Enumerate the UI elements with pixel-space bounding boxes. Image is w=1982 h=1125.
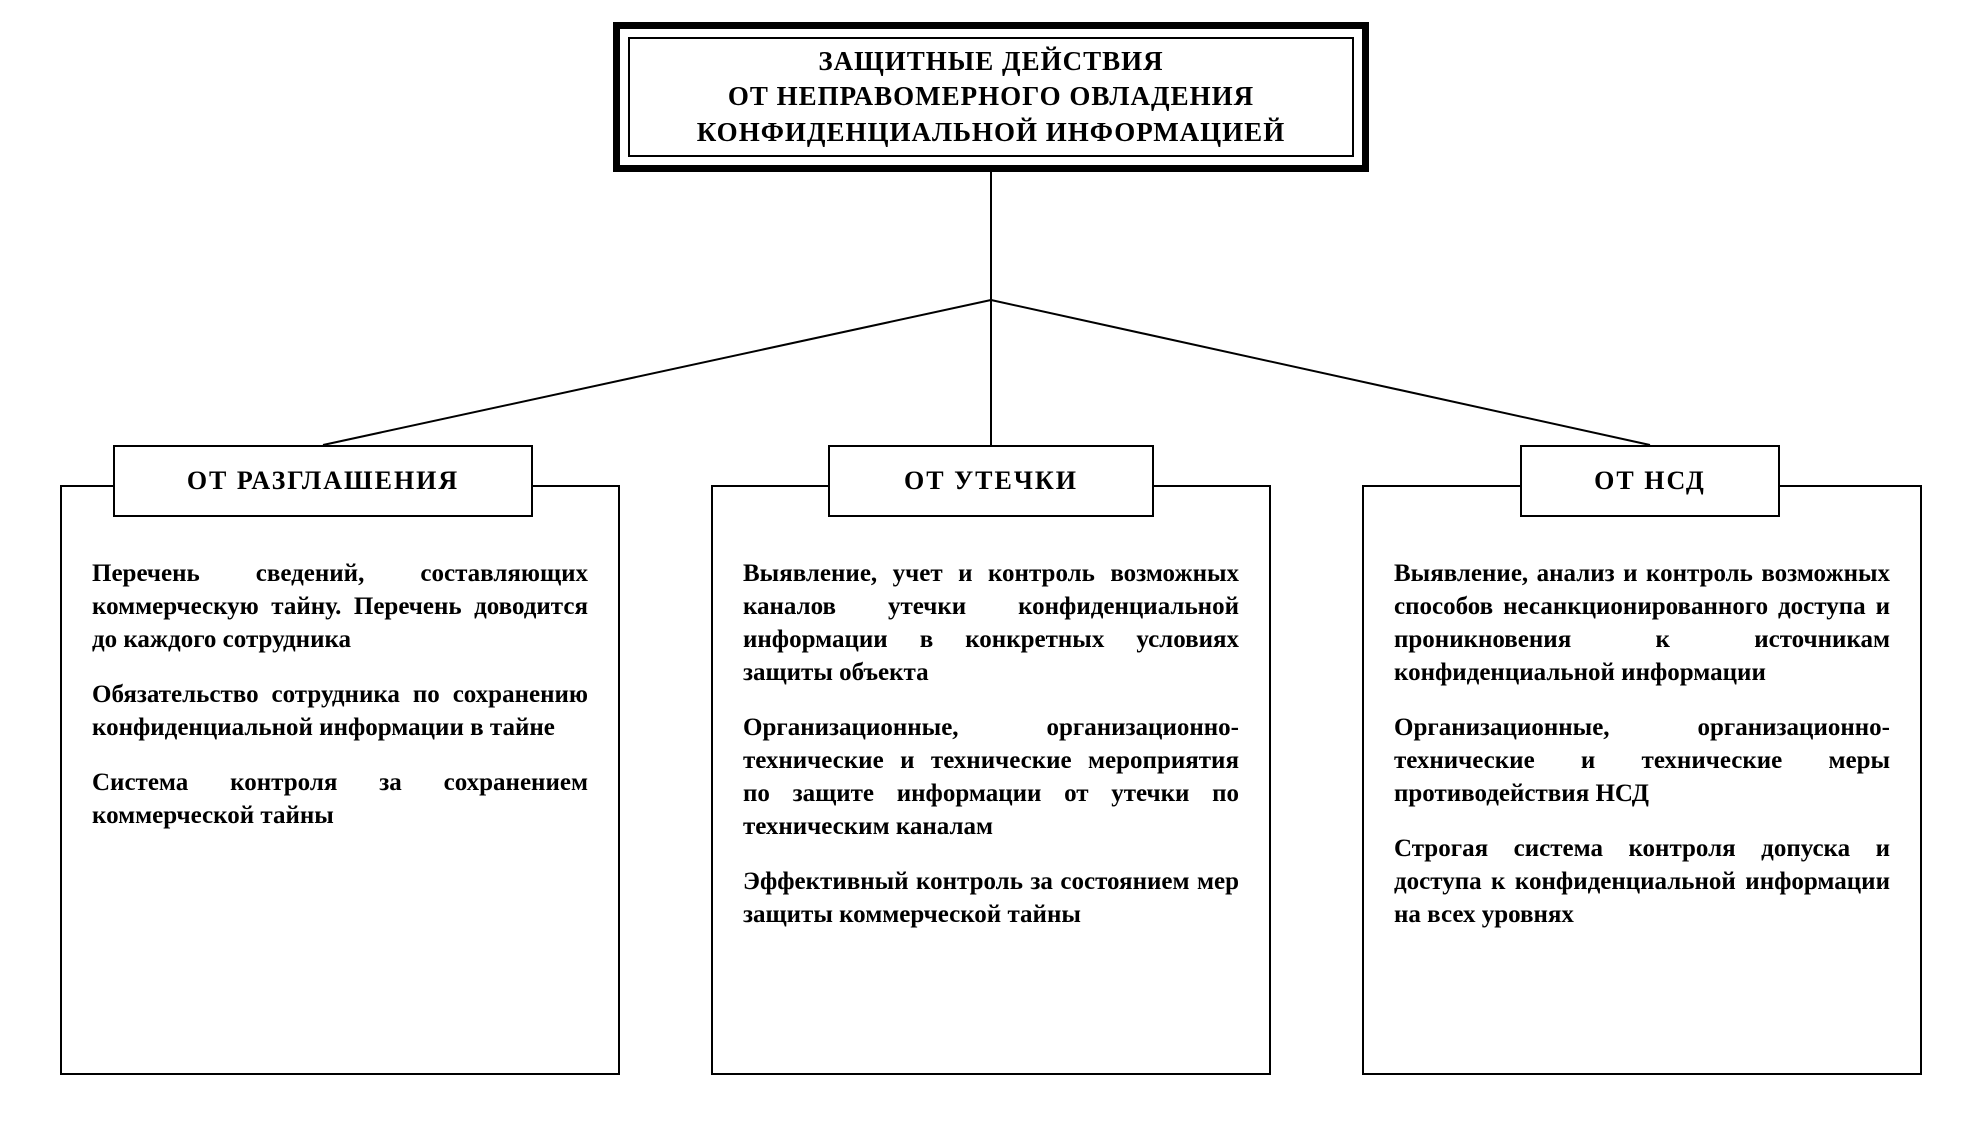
- branch-body-disclosure: Перечень сведений, составляющих коммерче…: [60, 485, 620, 1075]
- root-box: ЗАЩИТНЫЕ ДЕЙСТВИЯ ОТ НЕПРАВОМЕРНОГО ОВЛА…: [628, 37, 1354, 157]
- branch-header-leak: ОТ УТЕЧКИ: [828, 445, 1154, 517]
- branch-header-disclosure: ОТ РАЗГЛАШЕНИЯ: [113, 445, 533, 517]
- branch-item: Выявление, анализ и контроль возможных с…: [1394, 557, 1890, 689]
- branch-items-disclosure: Перечень сведений, составляющих коммерче…: [92, 557, 588, 854]
- branch-item: Выявление, учет и контроль возможных кан…: [743, 557, 1239, 689]
- branch-header-nsd: ОТ НСД: [1520, 445, 1780, 517]
- branch-item: Строгая система контроля допуска и досту…: [1394, 832, 1890, 931]
- branch-item: Перечень сведений, составляющих коммерче…: [92, 557, 588, 656]
- diagram-canvas: ЗАЩИТНЫЕ ДЕЙСТВИЯ ОТ НЕПРАВОМЕРНОГО ОВЛА…: [0, 0, 1982, 1125]
- branch-item: Организационные, организационно-техничес…: [1394, 711, 1890, 810]
- branch-items-leak: Выявление, учет и контроль возможных кан…: [743, 557, 1239, 953]
- branch-item: Система контроля за сохранением коммерче…: [92, 766, 588, 832]
- branch-body-leak: Выявление, учет и контроль возможных кан…: [711, 485, 1271, 1075]
- branch-item: Обязательство сотрудника по сохранению к…: [92, 678, 588, 744]
- branch-items-nsd: Выявление, анализ и контроль возможных с…: [1394, 557, 1890, 953]
- branch-item: Эффективный контроль за состоянием мер з…: [743, 865, 1239, 931]
- branch-body-nsd: Выявление, анализ и контроль возможных с…: [1362, 485, 1922, 1075]
- branch-item: Организационные, организационно-техничес…: [743, 711, 1239, 843]
